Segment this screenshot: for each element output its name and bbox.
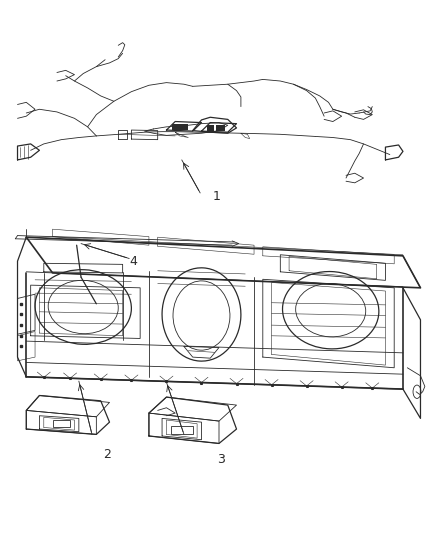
Bar bbox=[172, 124, 181, 130]
Text: 4: 4 bbox=[130, 255, 138, 268]
Bar bbox=[53, 420, 70, 427]
Bar bbox=[207, 125, 214, 131]
Text: 1: 1 bbox=[213, 190, 221, 203]
Bar bbox=[181, 124, 188, 130]
Text: 2: 2 bbox=[103, 448, 111, 461]
Bar bbox=[216, 125, 225, 131]
Text: 3: 3 bbox=[217, 453, 225, 466]
Bar bbox=[171, 426, 193, 434]
